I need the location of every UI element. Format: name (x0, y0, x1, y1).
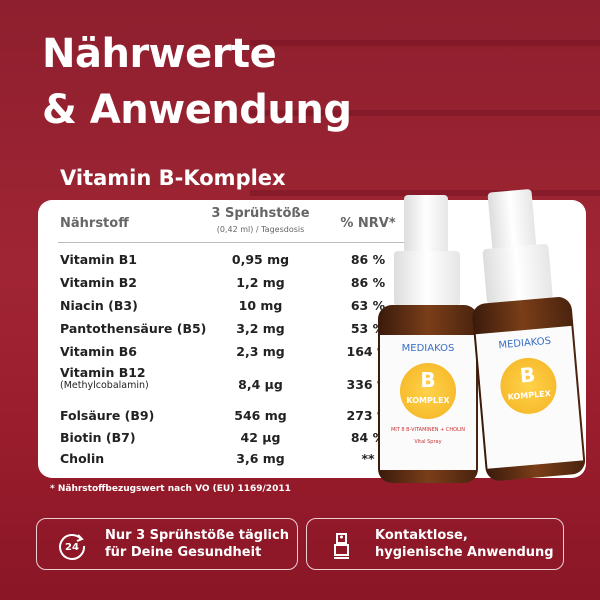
nutrient-nrv: 86 % (350, 275, 386, 290)
feature-line-2: hygienische Anwendung (375, 545, 554, 560)
nutrient-nrv: ** (361, 451, 375, 466)
svg-text:24: 24 (65, 542, 79, 553)
product-name: KOMPLEX (507, 388, 552, 402)
brand-logo: MEDIAKOS (498, 335, 552, 352)
product-letter: B (420, 368, 436, 392)
shelf (250, 40, 600, 46)
feature-hygienic: Kontaktlose, hygienische Anwendung (306, 518, 564, 570)
feature-line-2: für Deine Gesundheit (105, 545, 262, 560)
product-tagline: MIT 8 B-VITAMINEN + CHOLIN (390, 427, 466, 433)
product-type: Vital Spray (414, 439, 442, 445)
nutrient-amount: 3,6 mg (236, 451, 285, 466)
spray-bottle-icon (334, 533, 349, 559)
shelf (250, 190, 600, 196)
nutrient-nrv: 86 % (350, 252, 386, 267)
nutrient-subname: (Methylcobalamin) (60, 380, 149, 391)
nutrient-amount: 8,4 µg (238, 377, 283, 392)
header-dose-sub: (0,42 ml) / Tagesdosis (216, 225, 305, 234)
page-title: Nährwerte & Anwendung (42, 26, 352, 138)
nutrient-nrv: 84 % (350, 430, 386, 445)
header-nrv: % NRV* (340, 216, 396, 231)
title-line-1: Nährwerte (42, 31, 277, 77)
nutrient-amount: 42 µg (240, 430, 281, 445)
nutrient-nrv: 53 % (350, 321, 386, 336)
feature-daily-dose: 24 Nur 3 Sprühstöße täglich für Deine Ges… (36, 518, 298, 570)
header-dose: 3 Sprühstöße (211, 206, 310, 221)
feature-line-1: Kontaktlose, (375, 528, 468, 543)
shelf (250, 110, 600, 116)
nutrient-amount: 1,2 mg (236, 275, 285, 290)
title-line-2: & Anwendung (42, 87, 352, 133)
product-name: KOMPLEX (406, 396, 450, 405)
nutrient-nrv: 63 % (350, 298, 386, 313)
nutrient-amount: 0,95 mg (231, 252, 290, 267)
nutrient-name: Pantothensäure (B5) (60, 321, 207, 336)
nutrient-name: Vitamin B2 (60, 275, 137, 290)
nutrient-name: Folsäure (B9) (60, 408, 155, 423)
nutrient-name: Niacin (B3) (60, 298, 138, 313)
footnote: * Nährstoffbezugswert nach VO (EU) 1169/… (50, 484, 291, 494)
brand-logo: MEDIAKOS (401, 343, 455, 354)
nutrient-name: Vitamin B1 (60, 252, 137, 267)
header-nutrient: Nährstoff (60, 216, 129, 231)
product-letter: B (518, 362, 537, 388)
nutrient-amount: 10 mg (238, 298, 283, 313)
product-subtitle: Vitamin B-Komplex (60, 166, 286, 190)
header-divider (58, 242, 408, 243)
nutrient-amount: 3,2 mg (236, 321, 285, 336)
nutrient-name: Cholin (60, 451, 105, 466)
nutrient-name: Biotin (B7) (60, 430, 136, 445)
nutrient-amount: 546 mg (234, 408, 287, 423)
nutrient-amount: 2,3 mg (236, 344, 285, 359)
product-bottle-front: MEDIAKOS B KOMPLEX MIT 8 B-VITAMINEN + CH… (372, 195, 482, 485)
nutrient-name: Vitamin B12 (Methylcobalamin) (60, 365, 149, 391)
feature-line-1: Nur 3 Sprühstöße täglich (105, 528, 289, 543)
nutrient-name: Vitamin B6 (60, 344, 137, 359)
24h-cycle-icon: 24 (59, 534, 86, 560)
